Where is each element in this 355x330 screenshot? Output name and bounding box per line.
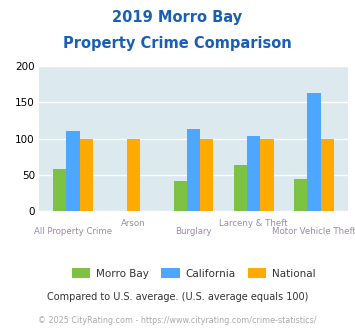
Bar: [80, 139, 93, 211]
Bar: [53, 169, 66, 211]
Bar: [247, 136, 260, 211]
Text: Property Crime Comparison: Property Crime Comparison: [63, 36, 292, 51]
Text: All Property Crime: All Property Crime: [34, 227, 112, 236]
Text: Arson: Arson: [121, 219, 146, 228]
Text: © 2025 CityRating.com - https://www.cityrating.com/crime-statistics/: © 2025 CityRating.com - https://www.city…: [38, 316, 317, 325]
Text: Larceny & Theft: Larceny & Theft: [219, 219, 288, 228]
Bar: [66, 131, 80, 211]
Text: 2019 Morro Bay: 2019 Morro Bay: [113, 10, 242, 25]
Text: Motor Vehicle Theft: Motor Vehicle Theft: [272, 227, 355, 236]
Bar: [127, 139, 140, 211]
Bar: [321, 139, 334, 211]
Bar: [260, 139, 274, 211]
Legend: Morro Bay, California, National: Morro Bay, California, National: [67, 264, 320, 283]
Bar: [234, 165, 247, 211]
Text: Burglary: Burglary: [175, 227, 212, 236]
Bar: [174, 181, 187, 211]
Bar: [200, 139, 213, 211]
Bar: [307, 93, 321, 211]
Text: Compared to U.S. average. (U.S. average equals 100): Compared to U.S. average. (U.S. average …: [47, 292, 308, 302]
Bar: [294, 179, 307, 211]
Bar: [187, 129, 200, 211]
